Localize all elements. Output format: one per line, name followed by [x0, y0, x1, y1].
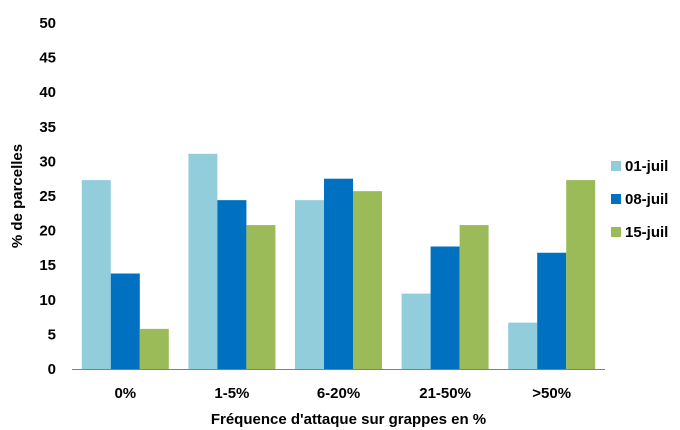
x-tick-labels: 0% 1-5% 6-20% 21-50% >50% — [114, 385, 571, 402]
y-tick-label: 50 — [39, 15, 56, 32]
legend-swatch — [611, 161, 621, 171]
bar — [110, 273, 140, 369]
legend-label: 01-juil — [625, 158, 668, 175]
bar — [430, 246, 460, 369]
bar — [324, 178, 353, 369]
legend: 01-juil 08-juil 15-juil — [611, 158, 668, 241]
y-tick-label: 45 — [39, 50, 56, 67]
x-tick-label: 0% — [114, 385, 136, 402]
y-tick-label: 35 — [39, 119, 56, 136]
y-tick-label: 40 — [39, 84, 56, 101]
x-tick-label: >50% — [532, 385, 571, 402]
x-axis-title: Fréquence d'attaque sur grappes en % — [211, 411, 486, 428]
legend-swatch — [611, 227, 621, 237]
bar — [139, 328, 169, 369]
y-tick-label: 10 — [39, 292, 56, 309]
y-axis-title: % de parcelles — [9, 144, 26, 248]
bar — [459, 225, 489, 369]
y-tick-label: 20 — [39, 223, 56, 240]
bars-group — [81, 153, 596, 369]
y-tick-label: 30 — [39, 153, 56, 170]
y-tick-label: 0 — [48, 361, 56, 378]
y-tick-label: 15 — [39, 257, 56, 274]
bar — [217, 200, 247, 369]
bar — [295, 200, 324, 369]
legend-label: 15-juil — [625, 224, 668, 241]
y-tick-label: 5 — [48, 326, 56, 343]
bar — [353, 191, 382, 369]
bar — [188, 153, 218, 369]
bar — [566, 180, 596, 369]
legend-label: 08-juil — [625, 191, 668, 208]
bar — [537, 252, 567, 369]
x-tick-label: 21-50% — [419, 385, 471, 402]
bar — [401, 293, 431, 369]
x-tick-label: 1-5% — [214, 385, 249, 402]
legend-swatch — [611, 194, 621, 204]
bar — [246, 225, 276, 369]
x-tick-label: 6-20% — [317, 385, 360, 402]
bar — [508, 322, 538, 369]
bar — [81, 180, 111, 369]
y-tick-label: 25 — [39, 188, 56, 205]
y-tick-labels: 0 5 10 15 20 25 30 35 40 45 50 — [39, 15, 56, 378]
